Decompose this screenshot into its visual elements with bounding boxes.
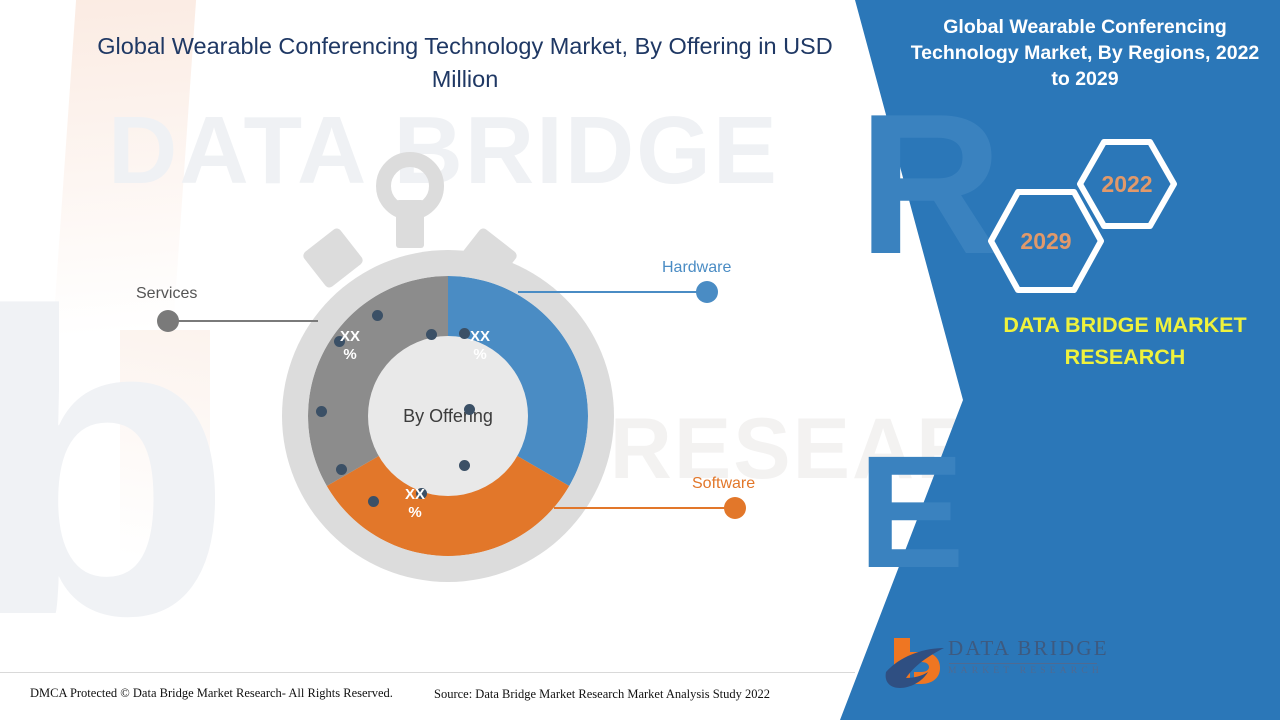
legend-label-hardware[interactable]: Hardware (662, 259, 732, 276)
footer-source: Source: Data Bridge Market Research Mark… (434, 687, 771, 701)
leader-line-hardware (518, 291, 704, 293)
footer-divider (0, 672, 855, 673)
segment-label-hardware: XX % (460, 328, 500, 364)
decorative-dot (368, 496, 379, 507)
decorative-dot (426, 329, 437, 340)
decorative-dot (416, 488, 427, 499)
segment-value-bottom: % (473, 346, 487, 363)
hexagon-badge-2029[interactable]: 2029 (985, 186, 1107, 296)
segment-value-bottom: % (343, 346, 357, 363)
logo-divider (949, 663, 1097, 664)
brand-b-watermark: b (0, 225, 233, 705)
decorative-dot (334, 336, 345, 347)
leader-line-services (176, 320, 318, 322)
panel-watermark-r: R (858, 73, 1003, 296)
decorative-dot (459, 460, 470, 471)
legend-bullet-software[interactable] (724, 497, 746, 519)
legend-label-software[interactable]: Software (692, 475, 756, 492)
segment-label-software: XX % (395, 486, 435, 522)
footer-copyright: DMCA Protected © Data Bridge Market Rese… (30, 686, 393, 700)
decorative-dot (372, 310, 383, 321)
data-bridge-logo[interactable]: DATA BRIDGE MARKET RESEARCH (884, 632, 1114, 694)
hexagon-badge-2022[interactable]: 2022 (1075, 137, 1179, 231)
leader-line-software (554, 507, 732, 509)
legend-label-services[interactable]: Services (136, 285, 198, 302)
hexagon-year-2029: 2029 (1020, 227, 1072, 254)
segment-value-top: XX (404, 486, 425, 503)
legend-bullet-hardware[interactable] (696, 281, 718, 303)
logo-wordmark: DATA BRIDGE MARKET RESEARCH (948, 636, 1109, 676)
peach-gradient-decoration-2 (120, 330, 210, 660)
stopwatch-donut-chart: By Offering XX % XX % XX % (268, 152, 644, 582)
segment-value-top: XX (469, 328, 490, 345)
stopwatch-stem-icon (396, 200, 424, 248)
hexagon-outline-icon (1077, 139, 1177, 229)
segment-value-bottom: % (408, 504, 422, 521)
decorative-dot (464, 404, 475, 415)
segment-label-services: XX % (330, 328, 370, 364)
chart-title: Global Wearable Conferencing Technology … (97, 33, 833, 92)
logo-line-2: MARKET RESEARCH (948, 666, 1103, 676)
data-bridge-b-mark-icon (885, 638, 944, 688)
hexagon-outline-icon (988, 189, 1104, 293)
hexagon-year-2022: 2022 (1101, 170, 1153, 197)
panel-watermark-e: E (858, 422, 965, 601)
panel-title: Global Wearable Conferencing Technology … (910, 16, 1260, 90)
decorative-dot (336, 464, 347, 475)
segment-value-top: XX (339, 328, 360, 345)
panel-brand-name: DATA BRIDGE MARKET RESEARCH (1003, 313, 1247, 369)
donut-center-label: By Offering (403, 405, 493, 426)
decorative-dot (316, 406, 327, 417)
donut-hole (368, 336, 528, 496)
logo-line-1: DATA BRIDGE (948, 636, 1109, 660)
decorative-dot (459, 328, 470, 339)
legend-bullet-services[interactable] (157, 310, 179, 332)
